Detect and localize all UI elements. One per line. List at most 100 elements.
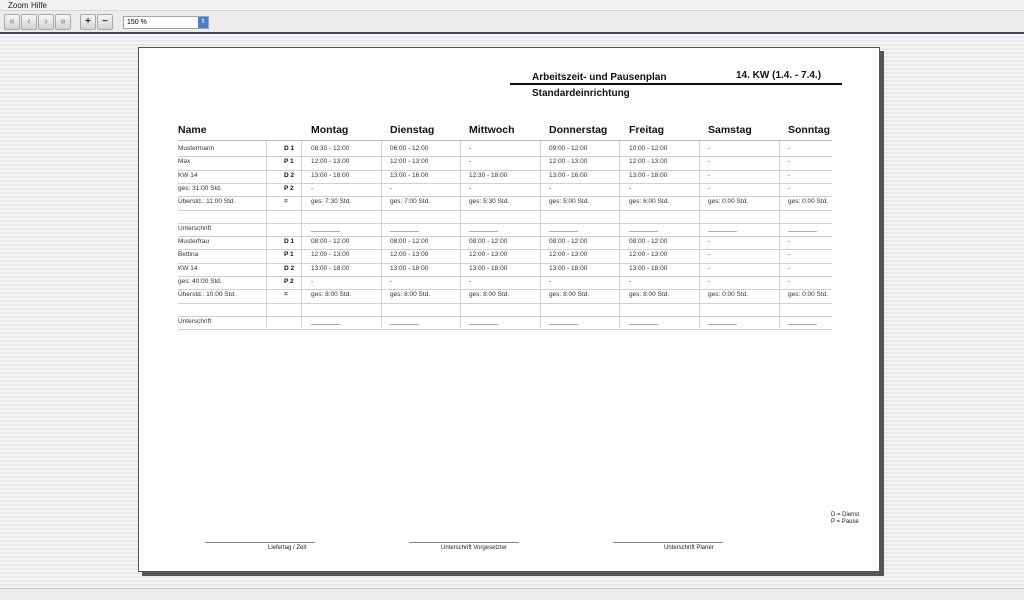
schedule-cell: 08:00 - 12:00: [629, 238, 668, 246]
zoom-select[interactable]: 150 % ⇕: [123, 16, 209, 29]
schedule-cell: -: [469, 158, 472, 166]
schedule-cell: -: [708, 238, 711, 246]
doc-title: Arbeitszeit- und Pausenplan: [532, 72, 667, 83]
menu-hilfe[interactable]: Hilfe: [31, 1, 48, 10]
column-header: Name: [178, 124, 207, 136]
row-name: Unterschrift: [178, 317, 212, 325]
row-code: =: [284, 198, 288, 206]
schedule-cell: -: [788, 251, 791, 259]
schedule-cell: 12:00 - 13:00: [390, 158, 429, 166]
schedule-cell: ges: 8:00 Std.: [390, 291, 431, 299]
schedule-cell: ges: 0:00 Std.: [708, 291, 749, 299]
row-code: =: [284, 291, 288, 299]
column-divider: [779, 141, 780, 328]
zoom-value: 150 %: [127, 19, 147, 26]
row-code: D 1: [284, 145, 295, 152]
schedule-cell: 13:00 - 18:00: [311, 264, 350, 272]
schedule-cell: 12:30 - 18:00: [469, 171, 508, 179]
last-page-button[interactable]: »: [55, 14, 71, 30]
column-header: Dienstag: [390, 124, 435, 136]
schedule-cell: 12:00 - 13:00: [390, 251, 429, 259]
column-divider: [301, 141, 302, 328]
schedule-cell: -: [390, 278, 393, 285]
schedule-cell: ges: 7:30 Std.: [311, 198, 352, 206]
schedule-cell: 13:00 - 18:00: [549, 264, 588, 272]
schedule-cell: -: [708, 145, 711, 152]
column-divider: [619, 141, 620, 328]
first-page-button[interactable]: «: [4, 14, 20, 30]
header-divider: [178, 140, 832, 141]
row-code: P 2: [284, 278, 294, 285]
schedule-cell: 12:00 - 13:00: [629, 158, 668, 166]
schedule-cell: -: [311, 278, 314, 285]
schedule-cell: -: [708, 278, 711, 285]
row-name: Überstd.: 11:00 Std.: [178, 198, 236, 206]
schedule-cell: ________: [549, 317, 578, 325]
schedule-cell: -: [788, 158, 791, 166]
column-divider: [460, 141, 461, 328]
row-name: KW 14: [178, 264, 198, 272]
zoom-in-button[interactable]: +: [80, 14, 96, 30]
schedule-cell: 13:00 - 16:00: [549, 171, 588, 179]
schedule-cell: ges: 5:00 Std.: [549, 198, 590, 206]
schedule-cell: -: [469, 278, 472, 285]
schedule-cell: ________: [629, 224, 658, 232]
schedule-cell: -: [708, 158, 711, 166]
column-header: Donnerstag: [549, 124, 608, 136]
prev-page-button[interactable]: ‹: [21, 14, 37, 30]
schedule-cell: 13:00 - 16:00: [390, 171, 429, 179]
schedule-cell: 12:00 - 13:00: [549, 158, 588, 166]
row-divider: [178, 315, 832, 317]
status-bar: [0, 588, 1024, 600]
menu-zoom[interactable]: Zoom: [8, 1, 29, 10]
signature-line-planer: [613, 542, 723, 543]
schedule-cell: ges: 7:00 Std.: [390, 198, 431, 206]
schedule-cell: ges: 0:00 Std.: [708, 198, 749, 206]
schedule-cell: 09:00 - 12:00: [549, 145, 588, 152]
schedule-cell: 08:30 - 12:00: [311, 145, 350, 152]
row-name: Überstd.: 10:00 Std.: [178, 291, 236, 299]
toolbar: « ‹ › » + − 150 % ⇕: [0, 11, 1024, 34]
schedule-cell: 08:00 - 12:00: [469, 238, 508, 246]
document-page: Arbeitszeit- und Pausenplan 14. KW (1.4.…: [138, 47, 880, 572]
row-divider: [178, 209, 832, 211]
schedule-cell: -: [311, 184, 314, 192]
row-divider: [178, 289, 832, 291]
legend-dienst: D = Dienst: [831, 512, 860, 518]
schedule-cell: -: [788, 184, 791, 192]
row-code: P 2: [284, 184, 294, 192]
schedule-cell: ges: 8:00 Std.: [311, 291, 352, 299]
next-page-button[interactable]: ›: [38, 14, 54, 30]
signature-label-planer: Unterschrift Planer: [664, 545, 714, 551]
schedule-cell: 08:00 - 12:00: [549, 238, 588, 246]
row-code: D 2: [284, 264, 295, 272]
row-name: Unterschrift: [178, 224, 212, 232]
row-divider: [178, 236, 832, 238]
column-header: Mittwoch: [469, 124, 515, 136]
row-divider: [178, 329, 832, 331]
column-divider: [699, 141, 700, 328]
row-divider: [178, 182, 832, 184]
row-divider: [178, 156, 832, 158]
column-divider: [266, 141, 267, 328]
schedule-cell: ________: [390, 317, 419, 325]
column-header: Montag: [311, 124, 349, 136]
column-header: Samstag: [708, 124, 752, 136]
schedule-cell: ges: 8:00 Std.: [549, 291, 590, 299]
dropdown-arrow-icon: ⇕: [198, 17, 208, 28]
row-divider: [178, 276, 832, 277]
schedule-cell: ________: [708, 317, 737, 325]
schedule-cell: ________: [708, 224, 737, 232]
row-divider: [178, 249, 832, 251]
schedule-cell: ges: 5:30 Std.: [469, 198, 510, 206]
schedule-cell: -: [788, 171, 791, 179]
row-code: D 1: [284, 238, 295, 246]
schedule-cell: 08:00 - 12:00: [390, 238, 429, 246]
zoom-out-button[interactable]: −: [97, 14, 113, 30]
schedule-cell: ________: [469, 224, 498, 232]
schedule-cell: 13:00 - 18:00: [311, 171, 350, 179]
schedule-cell: ________: [311, 317, 340, 325]
doc-subtitle: Standardeinrichtung: [532, 88, 630, 99]
schedule-cell: ________: [788, 224, 817, 232]
signature-label-liefertag: Liefertag / Zeit: [268, 545, 307, 551]
